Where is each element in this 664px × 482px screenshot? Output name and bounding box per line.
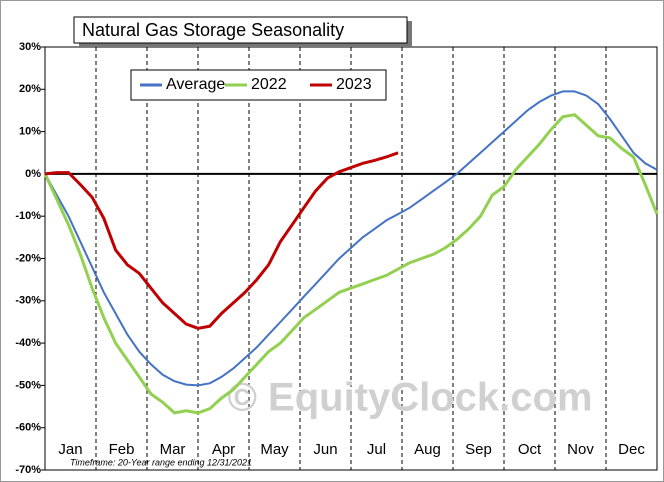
y-tick-label: 30%	[19, 41, 41, 53]
x-tick-label: Aug	[414, 441, 441, 458]
x-tick-label: Dec	[618, 441, 645, 458]
y-tick-label: -10%	[15, 210, 41, 222]
x-tick-label: May	[260, 441, 289, 458]
legend-box	[130, 69, 387, 101]
chart-title: Natural Gas Storage Seasonality	[82, 20, 344, 40]
y-tick-label: -50%	[15, 379, 41, 391]
x-tick-label: Jul	[367, 441, 386, 458]
x-tick-label: Nov	[567, 441, 594, 458]
series-line	[43, 113, 659, 415]
y-tick-label: -70%	[15, 464, 41, 476]
y-tick-label: -30%	[15, 295, 41, 307]
x-tick-label: Jan	[58, 441, 82, 458]
legend-label: 2022	[251, 76, 287, 93]
y-tick-label: -40%	[15, 337, 41, 349]
y-tick-label: -60%	[15, 422, 41, 434]
legend-label: 2023	[336, 76, 372, 93]
footnote: Timeframe: 20-Year range ending 12/31/20…	[70, 457, 252, 467]
x-tick-label: Mar	[160, 441, 186, 458]
y-tick-label: 10%	[19, 126, 41, 138]
legend-label: Average	[166, 76, 225, 93]
x-tick-label: Feb	[109, 441, 135, 458]
title-box	[73, 16, 408, 44]
x-tick-label: Apr	[212, 441, 235, 458]
x-tick-label: Sep	[465, 441, 492, 458]
x-tick-label: Oct	[518, 441, 542, 458]
y-tick-label: -20%	[15, 252, 41, 264]
x-tick-label: Jun	[313, 441, 337, 458]
watermark: © EquityClock.com	[227, 376, 592, 420]
series-line	[44, 151, 399, 330]
y-tick-label: 0%	[25, 168, 41, 180]
y-tick-label: 20%	[19, 83, 41, 95]
series-line	[44, 90, 658, 387]
